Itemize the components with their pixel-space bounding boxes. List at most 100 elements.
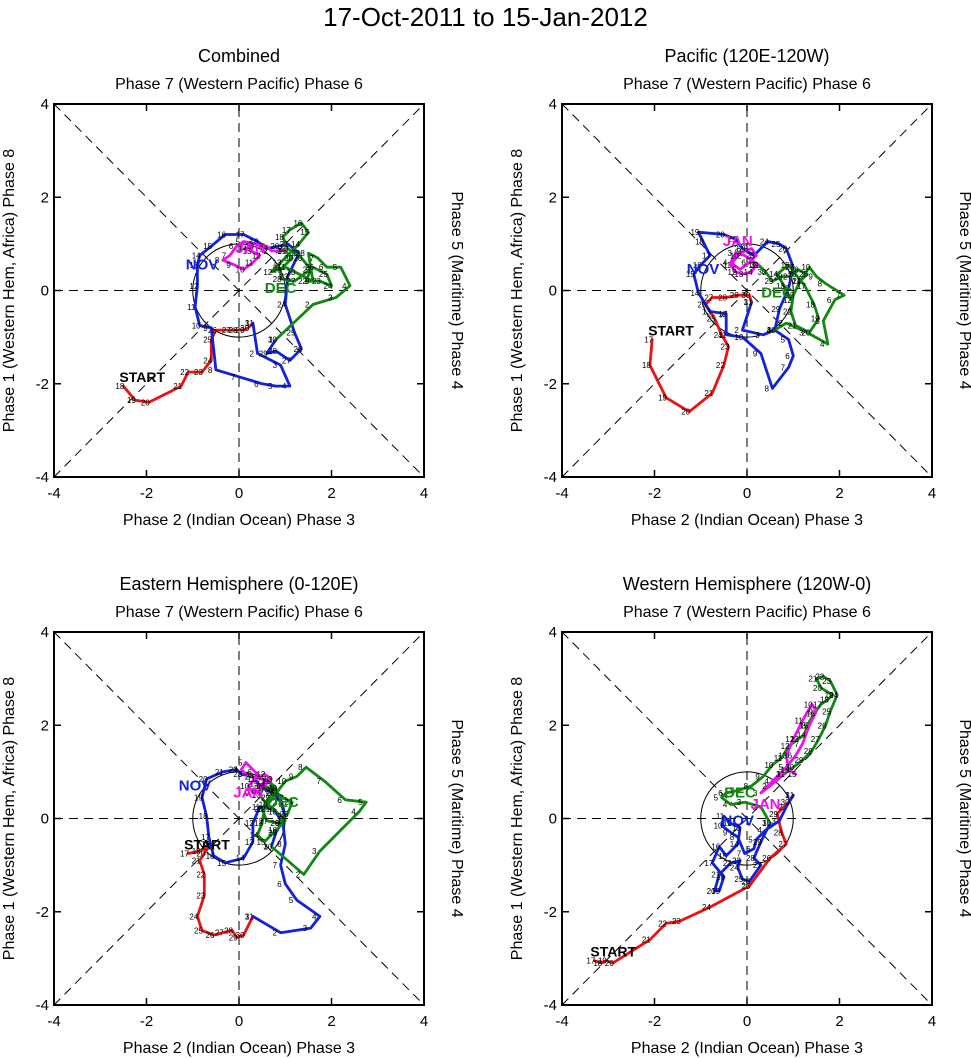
series-line-nov	[193, 233, 303, 388]
day-label: 22	[180, 368, 189, 377]
axis-label-left: Phase 1 (Western Hem, Africa) Phase 8	[1, 677, 18, 960]
x-tick-label: -2	[648, 485, 661, 502]
day-label: 12	[718, 310, 727, 319]
day-label: 15	[217, 859, 226, 868]
day-label: 21	[642, 936, 651, 945]
day-label: 15	[686, 270, 695, 279]
day-label: 4	[342, 282, 347, 291]
day-label: 9	[753, 349, 758, 358]
series-line-oct	[186, 842, 255, 939]
day-label: 14	[192, 252, 201, 261]
day-label: 24	[324, 282, 333, 291]
day-label: 11	[795, 717, 804, 726]
day-label: 10	[192, 321, 201, 330]
day-label: 31	[744, 298, 753, 307]
day-label: 24	[730, 863, 739, 872]
day-label: 6	[741, 259, 746, 268]
day-label: 22	[291, 249, 300, 258]
day-label: 17	[702, 252, 711, 261]
day-label: 2	[762, 782, 767, 791]
day-label: 26	[270, 819, 279, 828]
day-label: 2	[296, 870, 301, 879]
day-label: 4	[233, 766, 238, 775]
day-label: 6	[785, 352, 790, 361]
day-label: 20	[141, 398, 150, 407]
day-label: 16	[268, 826, 277, 835]
day-label: 7	[273, 861, 278, 870]
day-label: 17	[644, 335, 653, 344]
day-label: 1	[263, 842, 268, 851]
guide-line-antidiagonal	[561, 631, 933, 1006]
y-tick-label: -4	[36, 997, 49, 1014]
axis-label-right: Phase 5 (Maritime) Phase 4	[956, 191, 971, 389]
day-label: 1	[245, 912, 250, 921]
day-label: 4	[764, 777, 769, 786]
day-label: 26	[762, 854, 771, 863]
day-label: 1	[751, 261, 756, 270]
day-label: 25	[771, 240, 780, 249]
x-tick-label: 4	[928, 485, 936, 502]
day-label: 20	[199, 775, 208, 784]
day-label: 20	[293, 254, 302, 263]
day-label: 27	[785, 263, 794, 272]
day-label: 27	[778, 840, 787, 849]
day-label: 27	[753, 861, 762, 870]
axis-label-bottom: Phase 2 (Indian Ocean) Phase 3	[123, 512, 355, 529]
day-label: 22	[723, 859, 732, 868]
day-label: 12	[723, 819, 732, 828]
day-label: 12	[785, 735, 794, 744]
day-label: 30	[767, 326, 776, 335]
day-label: 18	[593, 959, 602, 968]
day-label: 4	[351, 808, 356, 817]
day-label: 20	[605, 959, 614, 968]
y-tick-label: -2	[544, 904, 557, 921]
day-label: 9	[737, 247, 742, 256]
y-tick-label: 0	[549, 811, 557, 828]
day-label: 24	[277, 300, 286, 309]
day-label: 6	[254, 380, 259, 389]
axis-label-top: Phase 7 (Western Pacific) Phase 6	[623, 76, 871, 93]
day-label: 28	[273, 275, 282, 284]
day-label: 1	[762, 819, 767, 828]
day-label: 21	[704, 389, 713, 398]
panel-title: Eastern Hemisphere (0-120E)	[119, 574, 358, 594]
day-label: 9	[226, 261, 231, 270]
day-label: 4	[758, 826, 763, 835]
series-line-dec	[270, 221, 352, 341]
month-label-jan: JAN	[750, 796, 780, 813]
day-label: 19	[259, 245, 268, 254]
day-label: 27	[704, 293, 713, 302]
day-label: 13	[734, 270, 743, 279]
day-label: 11	[792, 277, 801, 286]
start-label: START	[590, 944, 636, 960]
day-label: 11	[270, 787, 279, 796]
day-label: 4	[767, 326, 772, 335]
day-label: 24	[189, 912, 198, 921]
day-label: 15	[781, 261, 790, 270]
x-tick-label: 4	[420, 1013, 428, 1030]
day-label: 28	[774, 828, 783, 837]
day-label: 28	[224, 926, 233, 935]
y-tick-label: 0	[549, 283, 557, 300]
day-label: 16	[693, 261, 702, 270]
day-label: 22	[266, 787, 275, 796]
y-tick-label: 2	[41, 189, 49, 206]
day-label: 15	[718, 852, 727, 861]
month-label-dec: DEC	[724, 785, 756, 802]
day-label: 11	[774, 754, 783, 763]
day-label: 15	[256, 838, 265, 847]
month-label-jan: JAN	[236, 240, 266, 257]
month-label-nov: NOV	[687, 261, 720, 278]
day-label: 3	[753, 789, 758, 798]
day-label: 23	[822, 677, 831, 686]
day-label: 28	[804, 747, 813, 756]
day-label: 7	[737, 849, 742, 858]
day-label: 30	[741, 291, 750, 300]
day-label: 4	[247, 240, 252, 249]
day-label: 5	[238, 759, 243, 768]
day-label: 6	[827, 296, 832, 305]
day-label: 27	[259, 817, 268, 826]
day-label: 11	[716, 812, 725, 821]
day-label: 2	[263, 247, 268, 256]
day-label: 8	[744, 782, 749, 791]
